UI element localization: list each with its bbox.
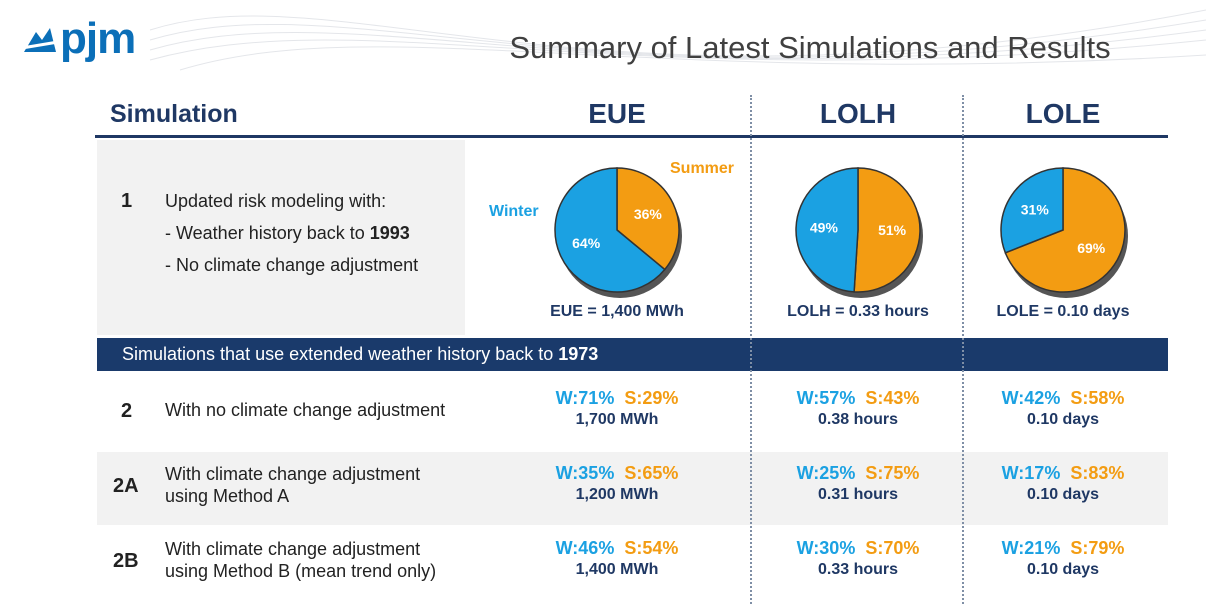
result-total: 0.10 days — [1026, 486, 1100, 503]
slide-title: Summary of Latest Simulations and Result… — [509, 30, 1111, 65]
pie-slice — [616, 167, 680, 271]
result-total: 0.31 hours — [817, 486, 899, 503]
winter-share: W:21% — [1001, 538, 1061, 558]
summer-share: S:54% — [624, 538, 679, 558]
column-divider — [750, 95, 752, 604]
result-split: W:46% S:54% — [507, 538, 727, 559]
result-split: W:71% S:29% — [507, 388, 727, 409]
description-line: Updated risk modeling with: — [165, 191, 387, 211]
description-bold: 1993 — [369, 223, 410, 243]
banner-bg — [97, 338, 1168, 371]
pie-slice — [853, 167, 921, 293]
summer-share: S:65% — [624, 463, 679, 483]
winter-share: W:17% — [1001, 463, 1061, 483]
description-line: With no climate change adjustment — [165, 400, 446, 420]
banner-bold: 1973 — [558, 344, 599, 364]
column-header: LOLH — [819, 98, 897, 129]
winter-share: W:57% — [796, 388, 856, 408]
row-bg — [97, 452, 1168, 525]
summer-share: S:43% — [865, 388, 920, 408]
slice-label: 31% — [1021, 202, 1050, 218]
winter-share: W:35% — [555, 463, 615, 483]
result-total: 0.10 days — [1026, 411, 1100, 428]
summer-share: S:29% — [624, 388, 679, 408]
result-split: W:35% S:65% — [507, 463, 727, 484]
description-line: using Method B (mean trend only) — [165, 561, 437, 581]
header-rule — [95, 135, 1168, 138]
summer-share: S:83% — [1070, 463, 1125, 483]
pie-caption: LOLH = 0.33 hours — [787, 303, 929, 320]
result-total: 1,400 MWh — [575, 561, 659, 578]
description-line: - No climate change adjustment — [165, 255, 419, 275]
slice-label: 51% — [878, 222, 907, 238]
column-header: Simulation — [110, 100, 238, 128]
slice-label: 36% — [634, 206, 663, 222]
row-id: 2B — [113, 550, 139, 572]
result-split: W:25% S:75% — [748, 463, 968, 484]
logo-icon — [21, 28, 59, 52]
banner: Simulations that use extended weather hi… — [122, 344, 598, 365]
pie-legend-label: Winter — [489, 203, 539, 220]
slice-label: 49% — [810, 220, 839, 236]
pie-caption: LOLE = 0.10 days — [996, 303, 1130, 320]
description-line: - Weather history back to 1993 — [165, 223, 410, 244]
result-split: W:57% S:43% — [748, 388, 968, 409]
winter-share: W:46% — [555, 538, 615, 558]
pie-slice — [1004, 167, 1126, 293]
pie-caption: EUE = 1,400 MWh — [550, 303, 684, 320]
row-id: 1 — [121, 190, 133, 212]
summer-share: S:70% — [865, 538, 920, 558]
winter-share: W:25% — [796, 463, 856, 483]
result-total: 0.38 hours — [817, 411, 899, 428]
column-divider — [962, 95, 964, 604]
summer-share: S:58% — [1070, 388, 1125, 408]
description-line: using Method A — [165, 486, 290, 506]
result-split: W:17% S:83% — [953, 463, 1173, 484]
description-text: - Weather history back to — [165, 223, 365, 243]
winter-share: W:42% — [1001, 388, 1061, 408]
column-header: LOLE — [1025, 98, 1101, 129]
row-bg — [97, 140, 465, 335]
description-line: With climate change adjustment — [165, 539, 421, 559]
winter-share: W:71% — [555, 388, 615, 408]
row-id: 2A — [113, 475, 139, 497]
result-split: W:30% S:70% — [748, 538, 968, 559]
summer-share: S:75% — [865, 463, 920, 483]
result-split: W:42% S:58% — [953, 388, 1173, 409]
result-split: W:21% S:79% — [953, 538, 1173, 559]
result-total: 0.33 hours — [817, 561, 899, 578]
pie-legend-label: Summer — [670, 160, 735, 177]
pie-slice — [554, 167, 666, 293]
banner-text: Simulations that use extended weather hi… — [122, 344, 554, 364]
logo: pjm — [60, 14, 136, 63]
winter-share: W:30% — [796, 538, 856, 558]
pie-slice — [795, 167, 859, 293]
slice-label: 64% — [572, 235, 601, 251]
result-total: 1,700 MWh — [575, 411, 659, 428]
summer-share: S:79% — [1070, 538, 1125, 558]
pie-slice — [1000, 167, 1064, 254]
result-total: 1,200 MWh — [575, 486, 659, 503]
row-id: 2 — [121, 400, 133, 422]
result-total: 0.10 days — [1026, 561, 1100, 578]
slice-label: 69% — [1077, 240, 1106, 256]
description-line: With climate change adjustment — [165, 464, 421, 484]
column-header: EUE — [588, 98, 646, 129]
